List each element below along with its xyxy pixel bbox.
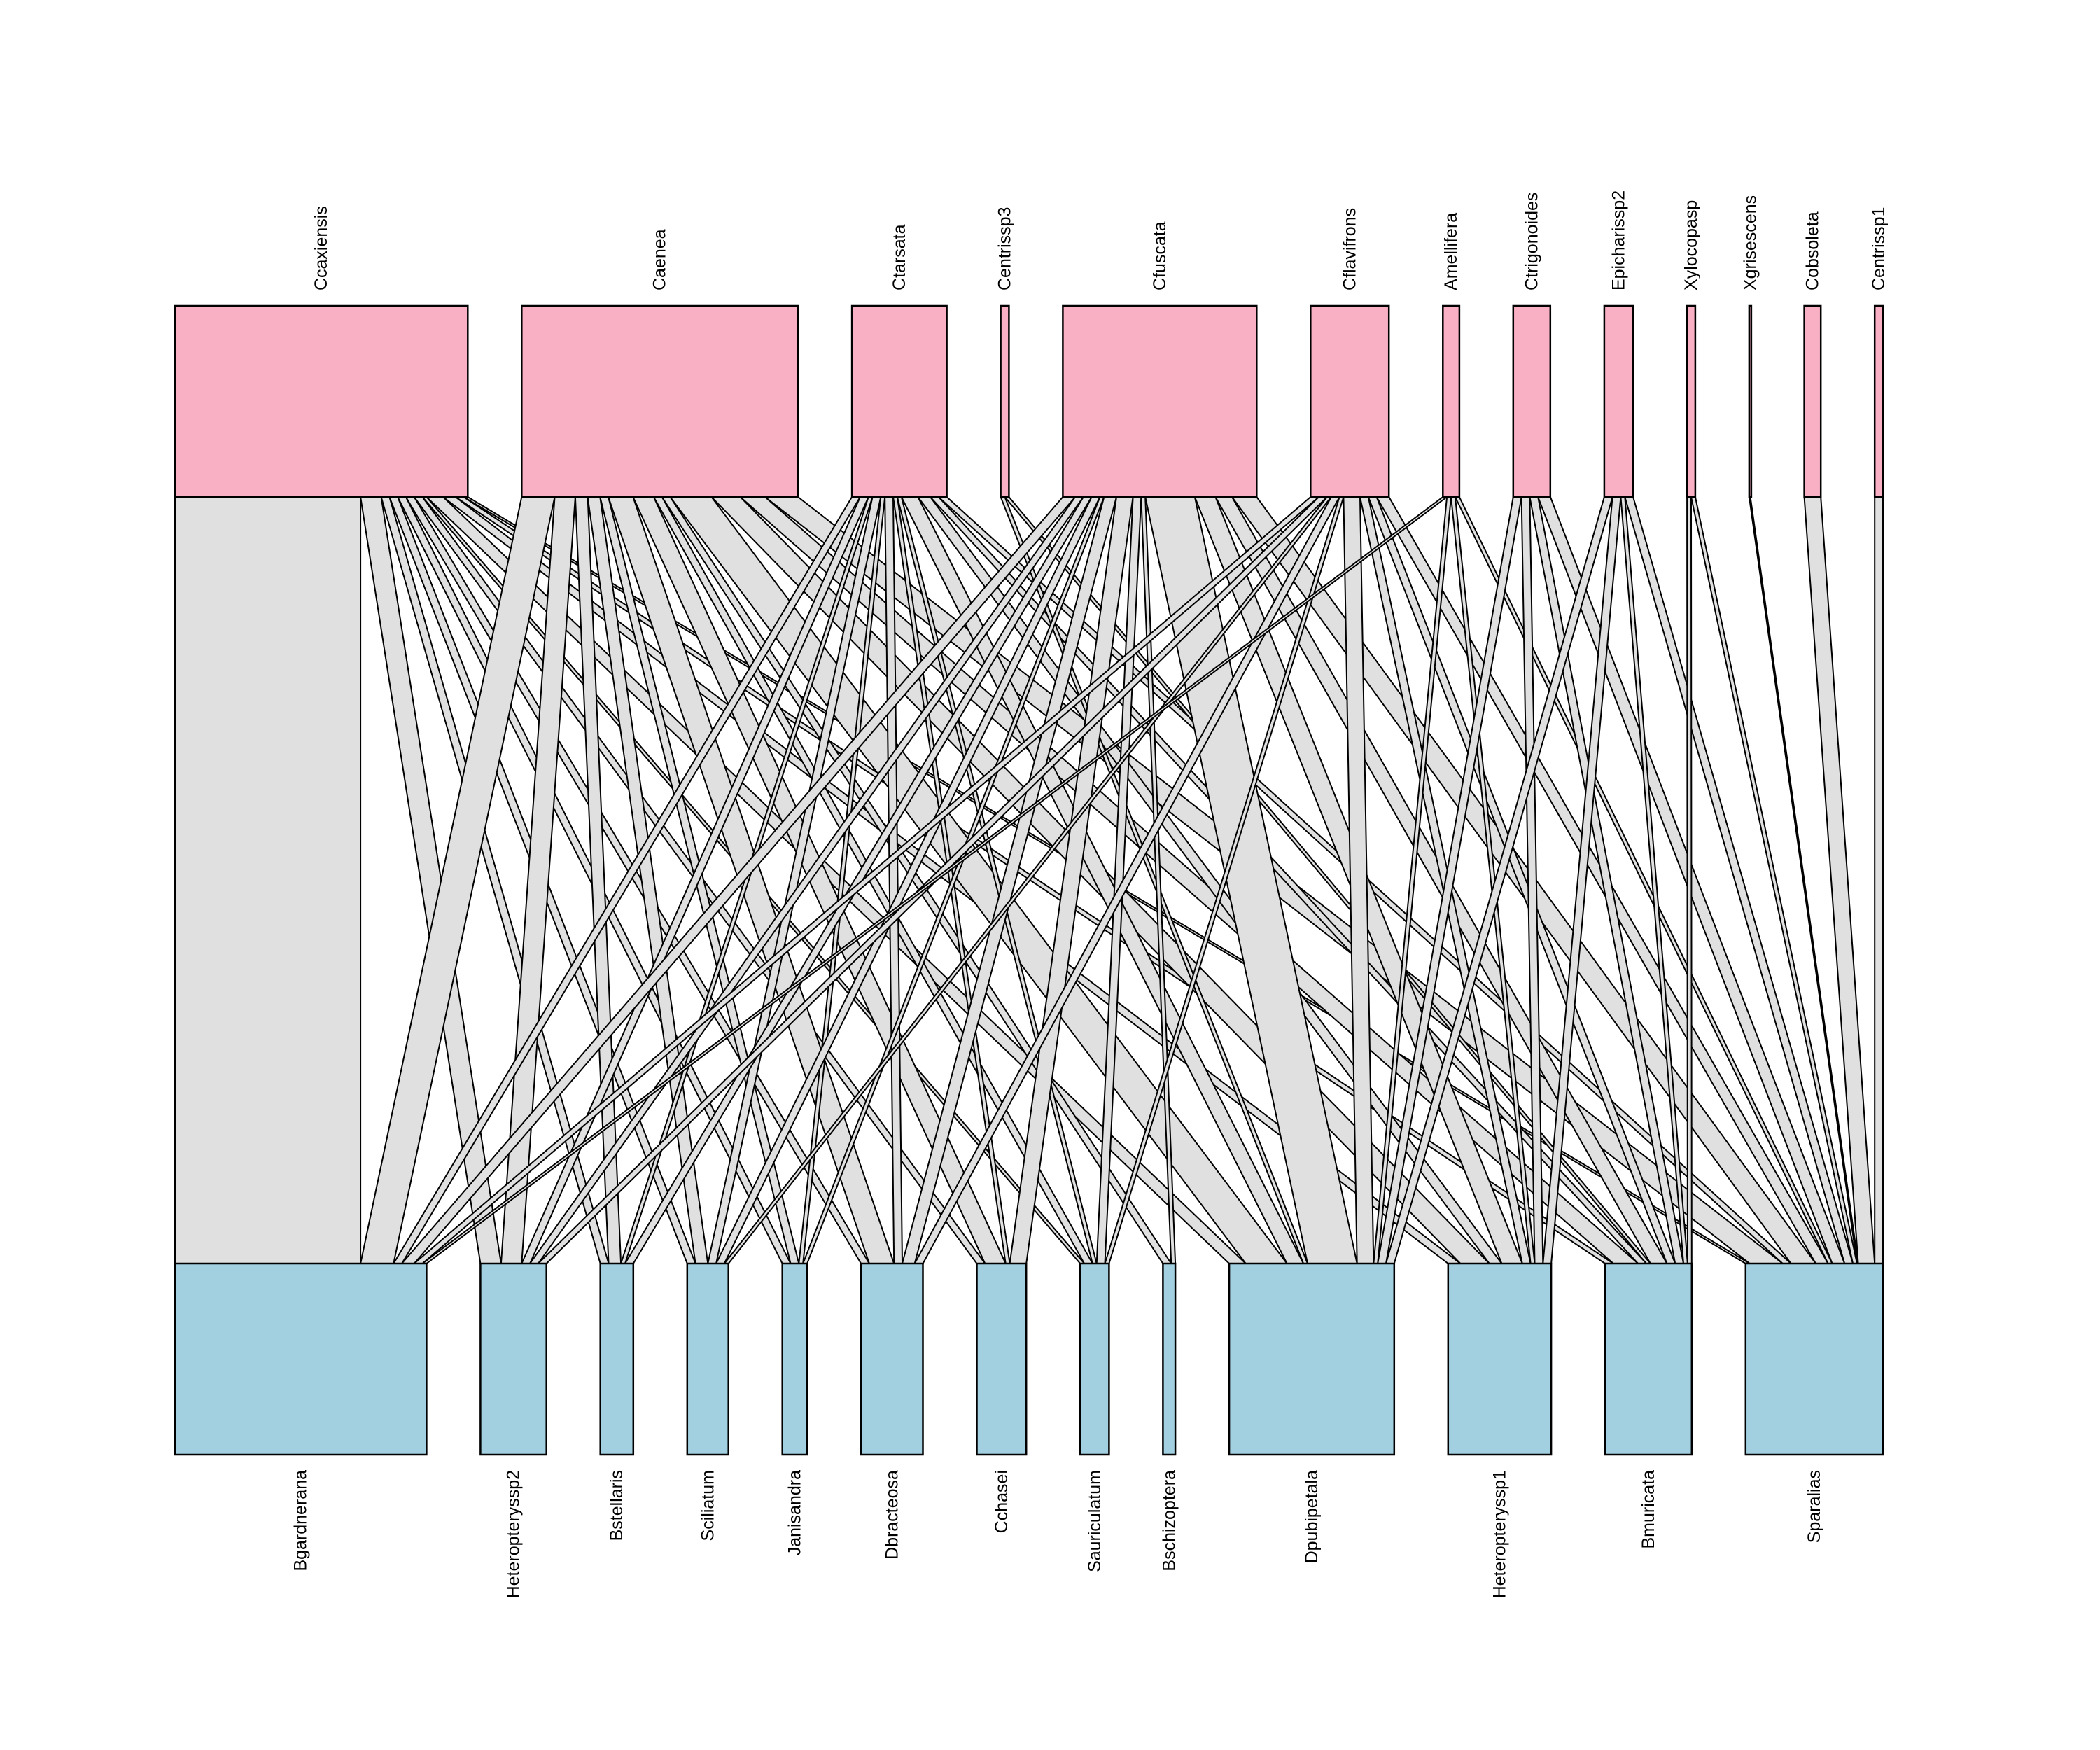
link-xylocopasp-bmuricata [1686, 496, 1693, 1264]
lower-node-label-dpubipetala: Dpubipetala [1302, 1470, 1322, 1564]
upper-node-label-ctarsata: Ctarsata [890, 224, 909, 290]
upper-node-box-centrissp1 [1873, 304, 1884, 498]
upper-node-box-cflavifrons [1310, 304, 1390, 498]
upper-node-box-xylocopasp [1686, 304, 1697, 498]
lower-node-box-bmuricata [1604, 1262, 1693, 1456]
upper-node-box-epicharissp2 [1603, 304, 1634, 498]
lower-node-label-janisandra: Janisandra [785, 1470, 804, 1555]
upper-node-box-cobsoleta [1803, 304, 1822, 498]
lower-node-box-dpubipetala [1228, 1262, 1396, 1456]
lower-node-box-heteropteryssp1 [1447, 1262, 1553, 1456]
upper-node-label-ccaxiensis: Ccaxiensis [312, 206, 331, 290]
lower-level-nodes: Bgardnerana Heteropteryssp2 Bstellaris Scil… [174, 1262, 1884, 1598]
upper-node-box-caenea [521, 304, 799, 498]
link-ccaxiensis-bgardnerana [174, 496, 362, 1264]
upper-node-label-caenea: Caenea [650, 229, 670, 290]
upper-node-label-xylocopasp: Xylocopasp [1681, 200, 1701, 290]
lower-node-label-sparalias: Sparalias [1805, 1470, 1824, 1543]
lower-node-label-bgardnerana: Bgardnerana [291, 1470, 311, 1572]
upper-node-label-ctrigonoides: Ctrigonoides [1522, 192, 1541, 290]
lower-node-label-dbracteosa: Dbracteosa [882, 1470, 902, 1560]
lower-node-label-sciliatum: Sciliatum [698, 1470, 718, 1541]
upper-node-box-xgrisescens [1748, 304, 1753, 498]
lower-node-box-sauriculatum [1079, 1262, 1110, 1456]
lower-node-box-bstellaris [599, 1262, 635, 1456]
upper-node-label-centrissp3: Centrissp3 [995, 207, 1015, 291]
lower-node-label-heteropteryssp2: Heteropteryssp2 [504, 1470, 524, 1598]
upper-node-box-ctrigonoides [1512, 304, 1552, 498]
lower-node-box-janisandra [781, 1262, 808, 1456]
upper-node-label-centrissp1: Centrissp1 [1869, 206, 1889, 290]
lower-node-box-sparalias [1744, 1262, 1884, 1456]
link-centrissp1-sparalias [1874, 496, 1884, 1264]
interaction-links [174, 496, 1884, 1264]
upper-node-box-amellifera [1442, 304, 1461, 498]
lower-node-label-heteropteryssp1: Heteropteryssp1 [1490, 1470, 1509, 1598]
lower-node-label-bschizoptera: Bschizoptera [1159, 1470, 1179, 1572]
upper-node-box-cfuscata [1062, 304, 1258, 498]
upper-level-nodes: Ccaxiensis Caenea Ctarsata Centrissp3 Cfusca… [174, 190, 1889, 498]
upper-node-label-cobsoleta: Cobsoleta [1802, 211, 1822, 290]
upper-node-label-cfuscata: Cfuscata [1150, 221, 1170, 290]
upper-node-box-ctarsata [850, 304, 948, 498]
lower-node-box-heteropteryssp2 [479, 1262, 547, 1456]
lower-node-box-sciliatum [686, 1262, 729, 1456]
upper-node-label-xgrisescens: Xgrisescens [1740, 195, 1760, 290]
lower-node-label-cchasei: Cchasei [992, 1470, 1011, 1533]
upper-node-label-amellifera: Amellifera [1441, 213, 1461, 290]
upper-node-label-epicharissp2: Epicharissp2 [1609, 190, 1629, 290]
lower-node-box-bgardnerana [174, 1262, 428, 1456]
upper-node-label-cflavifrons: Cflavifrons [1340, 208, 1359, 290]
lower-node-box-dbracteosa [860, 1262, 924, 1456]
upper-node-box-centrissp3 [1000, 304, 1010, 498]
lower-node-label-bmuricata: Bmuricata [1639, 1470, 1658, 1549]
upper-node-box-ccaxiensis [174, 304, 469, 498]
lower-node-label-bstellaris: Bstellaris [607, 1470, 626, 1541]
lower-node-box-bschizoptera [1162, 1262, 1177, 1456]
lower-node-box-cchasei [976, 1262, 1028, 1456]
lower-node-label-sauriculatum: Sauriculatum [1085, 1470, 1105, 1572]
